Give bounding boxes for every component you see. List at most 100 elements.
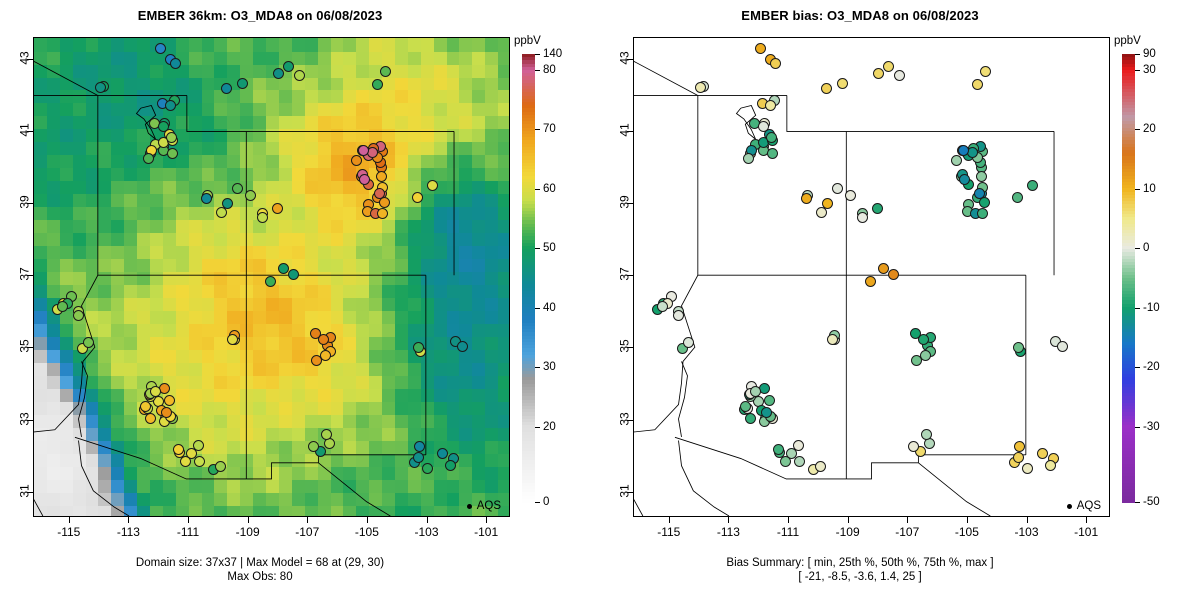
aqs-station-marker[interactable] <box>372 79 384 91</box>
aqs-station-marker[interactable] <box>755 43 766 55</box>
aqs-station-marker[interactable] <box>413 341 425 353</box>
aqs-station-marker[interactable] <box>785 447 797 459</box>
aqs-station-marker[interactable] <box>376 208 388 219</box>
aqs-station-marker[interactable] <box>150 385 161 397</box>
aqs-station-marker[interactable] <box>920 350 931 361</box>
aqs-station-marker[interactable] <box>193 456 205 468</box>
aqs-station-marker[interactable] <box>872 202 883 214</box>
aqs-station-marker[interactable] <box>750 385 761 397</box>
aqs-station-marker[interactable] <box>185 447 197 459</box>
aqs-station-marker[interactable] <box>740 400 751 412</box>
aqs-station-marker[interactable] <box>143 152 155 164</box>
aqs-station-marker[interactable] <box>764 99 776 111</box>
aqs-station-marker[interactable] <box>232 183 244 195</box>
aqs-station-marker[interactable] <box>83 337 95 349</box>
aqs-station-marker[interactable] <box>676 342 688 354</box>
aqs-station-marker[interactable] <box>221 83 232 95</box>
aqs-station-marker[interactable] <box>958 173 970 185</box>
aqs-station-marker[interactable] <box>845 190 857 202</box>
aqs-station-marker[interactable] <box>320 350 331 361</box>
aqs-station-marker[interactable] <box>976 170 988 182</box>
aqs-station-marker[interactable] <box>767 147 778 159</box>
bias-plot-area[interactable]: AQS <box>633 37 1110 517</box>
aqs-station-marker[interactable] <box>161 406 173 418</box>
aqs-station-marker[interactable] <box>911 355 923 366</box>
aqs-station-marker[interactable] <box>414 441 426 453</box>
aqs-station-marker[interactable] <box>227 334 239 345</box>
aqs-station-marker[interactable] <box>273 67 285 79</box>
aqs-station-marker[interactable] <box>288 269 300 280</box>
aqs-station-marker[interactable] <box>155 43 166 55</box>
aqs-station-marker[interactable] <box>158 120 170 132</box>
aqs-station-marker[interactable] <box>816 206 828 218</box>
aqs-station-marker[interactable] <box>978 197 990 209</box>
aqs-station-marker[interactable] <box>167 147 178 159</box>
aqs-station-marker[interactable] <box>827 334 839 345</box>
aqs-station-marker[interactable] <box>215 460 227 472</box>
aqs-station-marker[interactable] <box>358 145 370 157</box>
aqs-station-marker[interactable] <box>865 276 877 288</box>
aqs-station-marker[interactable] <box>315 446 327 458</box>
aqs-station-marker[interactable] <box>976 208 988 219</box>
aqs-station-marker[interactable] <box>1014 441 1026 453</box>
aqs-station-marker[interactable] <box>761 406 773 418</box>
aqs-station-marker[interactable] <box>170 57 182 69</box>
aqs-station-marker[interactable] <box>351 154 363 166</box>
aqs-station-marker[interactable] <box>237 77 249 89</box>
aqs-station-marker[interactable] <box>1056 340 1068 352</box>
aqs-station-marker[interactable] <box>793 456 805 468</box>
aqs-station-marker[interactable] <box>920 429 932 441</box>
aqs-station-marker[interactable] <box>657 300 669 312</box>
aqs-station-marker[interactable] <box>873 67 885 79</box>
aqs-station-marker[interactable] <box>770 57 782 69</box>
aqs-station-marker[interactable] <box>278 263 290 274</box>
aqs-station-marker[interactable] <box>456 340 468 352</box>
aqs-station-marker[interactable] <box>779 456 791 468</box>
aqs-station-marker[interactable] <box>222 197 234 209</box>
aqs-station-marker[interactable] <box>94 82 106 94</box>
aqs-station-marker[interactable] <box>1044 459 1056 471</box>
aqs-station-marker[interactable] <box>164 99 176 111</box>
aqs-station-marker[interactable] <box>909 327 921 339</box>
aqs-station-marker[interactable] <box>320 429 332 441</box>
aqs-station-marker[interactable] <box>165 132 177 143</box>
aqs-station-marker[interactable] <box>293 69 305 81</box>
aqs-station-marker[interactable] <box>57 300 69 312</box>
aqs-station-marker[interactable] <box>822 197 834 209</box>
aqs-station-marker[interactable] <box>411 192 423 204</box>
aqs-station-marker[interactable] <box>837 77 849 89</box>
aqs-station-marker[interactable] <box>1013 341 1025 353</box>
aqs-station-marker[interactable] <box>883 60 895 72</box>
aqs-station-marker[interactable] <box>801 193 813 205</box>
aqs-station-marker[interactable] <box>444 459 456 471</box>
aqs-station-marker[interactable] <box>951 154 963 166</box>
aqs-station-marker[interactable] <box>1022 463 1034 475</box>
aqs-station-marker[interactable] <box>793 440 805 452</box>
aqs-station-marker[interactable] <box>216 206 228 218</box>
aqs-station-marker[interactable] <box>201 193 213 205</box>
aqs-station-marker[interactable] <box>311 355 323 366</box>
aqs-station-marker[interactable] <box>76 342 88 354</box>
aqs-station-marker[interactable] <box>765 132 777 143</box>
aqs-station-marker[interactable] <box>1037 448 1049 459</box>
aqs-station-marker[interactable] <box>893 69 905 81</box>
aqs-station-marker[interactable] <box>683 337 695 349</box>
aqs-station-marker[interactable] <box>743 152 755 164</box>
aqs-station-marker[interactable] <box>972 79 984 91</box>
aqs-station-marker[interactable] <box>257 212 268 224</box>
aqs-station-marker[interactable] <box>888 269 900 280</box>
aqs-station-marker[interactable] <box>358 173 370 185</box>
aqs-station-marker[interactable] <box>915 446 927 458</box>
aqs-station-marker[interactable] <box>422 463 434 475</box>
aqs-station-marker[interactable] <box>764 394 776 406</box>
aqs-station-marker[interactable] <box>140 400 151 412</box>
aqs-station-marker[interactable] <box>437 448 449 459</box>
aqs-station-marker[interactable] <box>318 333 330 345</box>
aqs-station-marker[interactable] <box>380 66 391 78</box>
aqs-station-marker[interactable] <box>309 327 321 339</box>
aqs-station-marker[interactable] <box>1027 180 1039 192</box>
aqs-station-marker[interactable] <box>958 145 970 157</box>
aqs-station-marker[interactable] <box>193 440 205 452</box>
aqs-station-marker[interactable] <box>832 183 844 195</box>
aqs-station-marker[interactable] <box>245 190 257 202</box>
